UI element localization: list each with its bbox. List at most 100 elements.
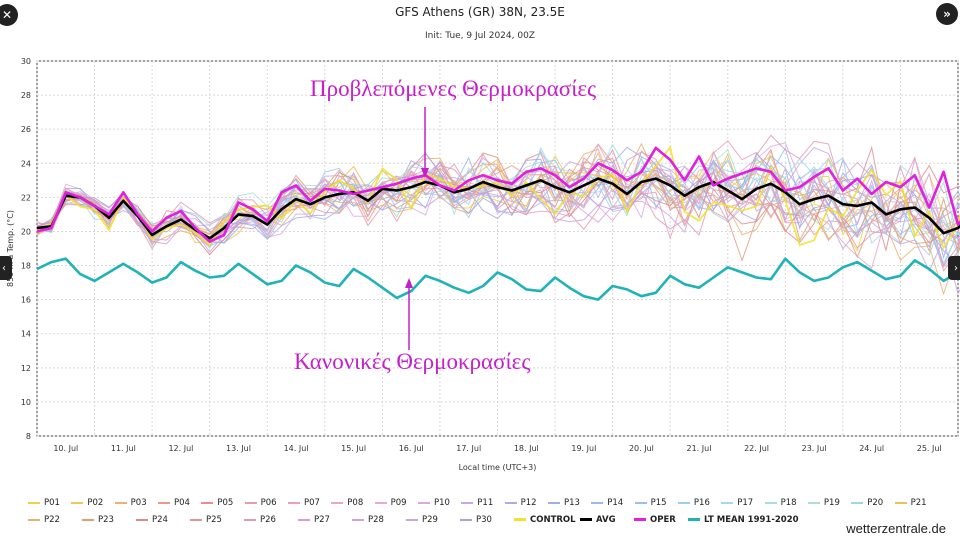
legend-label: P18 — [780, 497, 797, 508]
legend-swatch — [201, 501, 214, 504]
legend-item-p05: P05 — [201, 498, 244, 508]
x-tick-label: 17. Jul — [456, 444, 481, 453]
x-tick-label: 15. Jul — [341, 444, 366, 453]
legend-swatch — [406, 518, 418, 521]
y-tick-label: 8 — [26, 432, 31, 441]
legend-item-p18: P18 — [764, 497, 808, 508]
legend-item-p03: P03 — [114, 497, 158, 508]
legend-item-oper: OPER — [634, 515, 688, 525]
legend-swatch — [851, 501, 864, 504]
legend-swatch — [461, 501, 474, 504]
x-tick-label: 25. Jul — [917, 444, 942, 453]
legend-label: CONTROL — [530, 514, 576, 525]
chevron-left-icon: ‹ — [2, 262, 6, 274]
legend-label: P07 — [303, 497, 320, 508]
legend-label: P05 — [217, 497, 234, 508]
legend-row: P01 P02 P03 P04 P05 P06 P07 P08 P09 P10 P11 P12 P13 P… — [28, 494, 938, 511]
legend-item-p11: P11 — [461, 498, 504, 508]
x-tick-label: 19. Jul — [571, 444, 596, 453]
legend-swatch — [331, 501, 344, 504]
chart-title: GFS Athens (GR) 38N, 23.5E — [395, 5, 565, 19]
series-line-lt-mean-1991-2020 — [36, 257, 960, 301]
legend-swatch — [136, 518, 148, 521]
y-tick-label: 18 — [21, 262, 31, 271]
legend-label: P14 — [607, 497, 624, 508]
x-tick-label: 18. Jul — [514, 444, 539, 453]
x-tick-label: 20. Jul — [629, 444, 654, 453]
legend-swatch — [417, 501, 430, 504]
x-tick-label: 21. Jul — [687, 444, 712, 453]
legend-item-p15: P15 — [634, 498, 678, 508]
x-tick-label: 10. Jul — [53, 444, 78, 453]
legend-item-p21: P21 — [894, 497, 938, 508]
legend-label: P04 — [173, 497, 190, 508]
legend-swatch — [688, 518, 700, 521]
y-tick-label: 20 — [21, 227, 31, 236]
legend-label: P09 — [390, 497, 407, 508]
legend-item-p27: P27 — [298, 515, 352, 525]
legend-item-avg: AVG — [580, 515, 634, 525]
legend-row: P22 P23 P24 P25 P26 P27 P28 P29 P30 CONTROL AVG OPE… — [28, 511, 938, 528]
x-tick-label: 12. Jul — [168, 444, 193, 453]
legend-label: OPER — [650, 514, 676, 525]
legend-swatch — [504, 501, 517, 504]
x-tick-label: 23. Jul — [802, 444, 827, 453]
next-image-button[interactable]: › — [948, 256, 960, 280]
legend-item-p04: P04 — [157, 497, 201, 508]
legend-swatch — [677, 501, 690, 504]
legend-swatch — [807, 501, 820, 504]
legend-label: P24 — [152, 514, 168, 525]
legend-label: P25 — [206, 514, 222, 525]
legend-swatch — [634, 518, 646, 521]
legend-label: P11 — [477, 497, 494, 508]
close-icon: ✕ — [1, 8, 13, 22]
legend-label: AVG — [596, 514, 616, 525]
legend-swatch — [721, 501, 734, 504]
legend-item-p08: P08 — [331, 498, 374, 508]
previous-image-button[interactable]: ‹ — [0, 256, 12, 280]
y-tick-label: 28 — [21, 91, 31, 100]
legend-item-p14: P14 — [591, 498, 634, 508]
legend-label: P29 — [422, 514, 438, 525]
legend-swatch — [287, 501, 300, 504]
x-tick-label: 24. Jul — [859, 444, 884, 453]
double-chevron-right-icon: » — [943, 7, 951, 21]
y-tick-label: 16 — [21, 296, 31, 305]
legend-label: P01 — [44, 497, 60, 508]
legend-item-p28: P28 — [352, 515, 406, 525]
x-tick-label: 14. Jul — [284, 444, 309, 453]
chart-legend: P01 P02 P03 P04 P05 P06 P07 P08 P09 P10 P11 P12 P13 P… — [28, 494, 938, 528]
y-tick-label: 14 — [21, 330, 31, 339]
legend-swatch — [28, 518, 40, 521]
legend-item-p07: P07 — [287, 497, 331, 508]
legend-item-p23: P23 — [82, 515, 136, 525]
legend-label: P16 — [693, 497, 710, 508]
legend-swatch — [298, 518, 310, 521]
legend-label: P26 — [260, 514, 276, 525]
legend-swatch — [580, 518, 592, 521]
legend-item-p20: P20 — [851, 498, 894, 508]
member-line-control — [36, 145, 960, 250]
legend-label: P13 — [563, 497, 580, 508]
y-tick-label: 24 — [21, 159, 31, 168]
x-tick-label: 11. Jul — [111, 444, 136, 453]
legend-label: P19 — [823, 497, 840, 508]
legend-swatch — [591, 501, 604, 504]
x-axis-label: Local time (UTC+3) — [459, 463, 537, 472]
chevron-right-icon: › — [954, 262, 958, 274]
legend-label: P22 — [44, 514, 60, 525]
y-tick-label: 26 — [21, 125, 31, 134]
legend-label: P21 — [910, 497, 927, 508]
legend-swatch — [190, 518, 202, 521]
legend-label: P23 — [98, 514, 114, 525]
legend-item-control: CONTROL — [514, 515, 580, 525]
legend-label: LT MEAN 1991-2020 — [704, 514, 799, 525]
legend-swatch — [352, 518, 364, 521]
legend-item-p02: P02 — [71, 498, 114, 508]
next-button[interactable]: » — [936, 3, 958, 25]
close-button[interactable]: ✕ — [0, 4, 18, 26]
y-tick-label: 30 — [21, 57, 31, 66]
legend-item-p29: P29 — [406, 515, 460, 525]
legend-item-p25: P25 — [190, 515, 244, 525]
legend-label: P03 — [130, 497, 147, 508]
